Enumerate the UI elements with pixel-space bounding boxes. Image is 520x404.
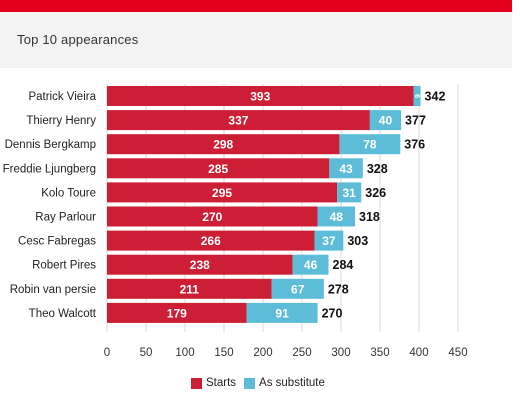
- x-tick-label-300: 300: [331, 347, 350, 359]
- chart-legend: Starts As substitute: [191, 377, 333, 389]
- data-label-substitute-2: 78: [363, 138, 377, 152]
- bar-substitute-0: [413, 86, 421, 106]
- x-tick-label-400: 400: [409, 347, 428, 359]
- x-tick-label-200: 200: [253, 347, 272, 359]
- x-tick-label-150: 150: [214, 347, 233, 359]
- total-label-1: 377: [405, 114, 426, 128]
- legend-label-substitute: As substitute: [259, 377, 325, 389]
- legend-item-substitute: As substitute: [244, 377, 325, 389]
- bar-substitute-3: [329, 158, 363, 179]
- data-label-starts-9: 179: [167, 306, 187, 320]
- data-label-substitute-1: 40: [379, 114, 393, 128]
- data-label-substitute-3: 43: [339, 162, 353, 176]
- x-tick-label-100: 100: [175, 347, 194, 359]
- bar-starts-5: [107, 206, 318, 227]
- data-label-substitute-5: 48: [330, 210, 344, 224]
- legend-swatch-starts: [191, 377, 202, 389]
- x-tick-label-50: 50: [140, 347, 153, 359]
- total-label-5: 318: [359, 210, 380, 224]
- legend-label-starts: Starts: [206, 377, 237, 389]
- data-label-substitute-4: 31: [343, 186, 357, 200]
- category-label-8: Robin van persie: [10, 284, 96, 296]
- data-label-substitute-8: 67: [291, 282, 305, 296]
- chart-header: Top 10 appearances: [0, 12, 512, 68]
- bar-starts-9: [107, 302, 247, 323]
- total-label-9: 270: [322, 306, 343, 320]
- bar-substitute-8: [271, 278, 324, 299]
- bar-substitute-1: [369, 110, 402, 131]
- data-label-substitute-0: 9: [415, 94, 422, 98]
- bar-starts-4: [107, 182, 338, 203]
- total-label-7: 284: [333, 258, 354, 272]
- category-label-6: Cesc Fabregas: [18, 236, 96, 248]
- data-label-starts-6: 266: [201, 234, 221, 248]
- category-label-9: Theo Walcott: [29, 308, 97, 320]
- data-label-substitute-7: 46: [304, 258, 318, 272]
- total-label-0: 342: [425, 90, 446, 104]
- data-label-starts-7: 238: [190, 258, 210, 272]
- data-label-substitute-9: 91: [275, 306, 289, 320]
- category-label-2: Dennis Bergkamp: [5, 139, 96, 151]
- category-label-7: Robert Pires: [32, 260, 96, 272]
- data-label-substitute-6: 37: [322, 234, 336, 248]
- category-label-0: Patrick Vieira: [28, 91, 96, 103]
- total-label-6: 303: [347, 234, 368, 248]
- bar-substitute-6: [314, 230, 344, 251]
- bar-substitute-9: [246, 302, 318, 323]
- bar-starts-1: [107, 110, 370, 131]
- x-tick-label-250: 250: [292, 347, 311, 359]
- data-label-starts-4: 295: [212, 186, 232, 200]
- x-tick-label-350: 350: [370, 347, 389, 359]
- legend-swatch-substitute: [244, 377, 256, 389]
- category-label-3: Freddie Ljungberg: [3, 163, 96, 175]
- bar-substitute-4: [337, 182, 362, 203]
- total-label-3: 328: [367, 162, 388, 176]
- bar-starts-6: [107, 230, 315, 251]
- legend-item-starts: Starts: [191, 377, 236, 389]
- category-label-5: Ray Parlour: [35, 212, 96, 224]
- total-label-4: 326: [365, 186, 386, 200]
- total-label-2: 376: [404, 138, 425, 152]
- category-label-4: Kolo Toure: [41, 187, 96, 199]
- top-accent-bar: [0, 0, 512, 12]
- bar-starts-7: [107, 254, 293, 275]
- bar-substitute-7: [292, 254, 329, 275]
- bar-starts-8: [107, 278, 272, 299]
- bar-substitute-2: [339, 134, 401, 155]
- chart-title: Top 10 appearances: [17, 32, 139, 47]
- data-label-starts-3: 285: [208, 162, 228, 176]
- bar-starts-3: [107, 158, 330, 179]
- bar-substitute-5: [317, 206, 356, 227]
- data-label-starts-0: 393: [250, 90, 270, 104]
- data-label-starts-2: 298: [213, 138, 233, 152]
- data-label-starts-5: 270: [202, 210, 222, 224]
- category-label-1: Thierry Henry: [26, 115, 96, 127]
- total-label-8: 278: [328, 282, 349, 296]
- x-tick-label-450: 450: [448, 347, 467, 359]
- data-label-starts-1: 337: [228, 114, 248, 128]
- x-tick-label-0: 0: [104, 347, 110, 359]
- bar-starts-2: [107, 134, 340, 155]
- bar-starts-0: [107, 86, 414, 106]
- data-label-starts-8: 211: [180, 282, 200, 296]
